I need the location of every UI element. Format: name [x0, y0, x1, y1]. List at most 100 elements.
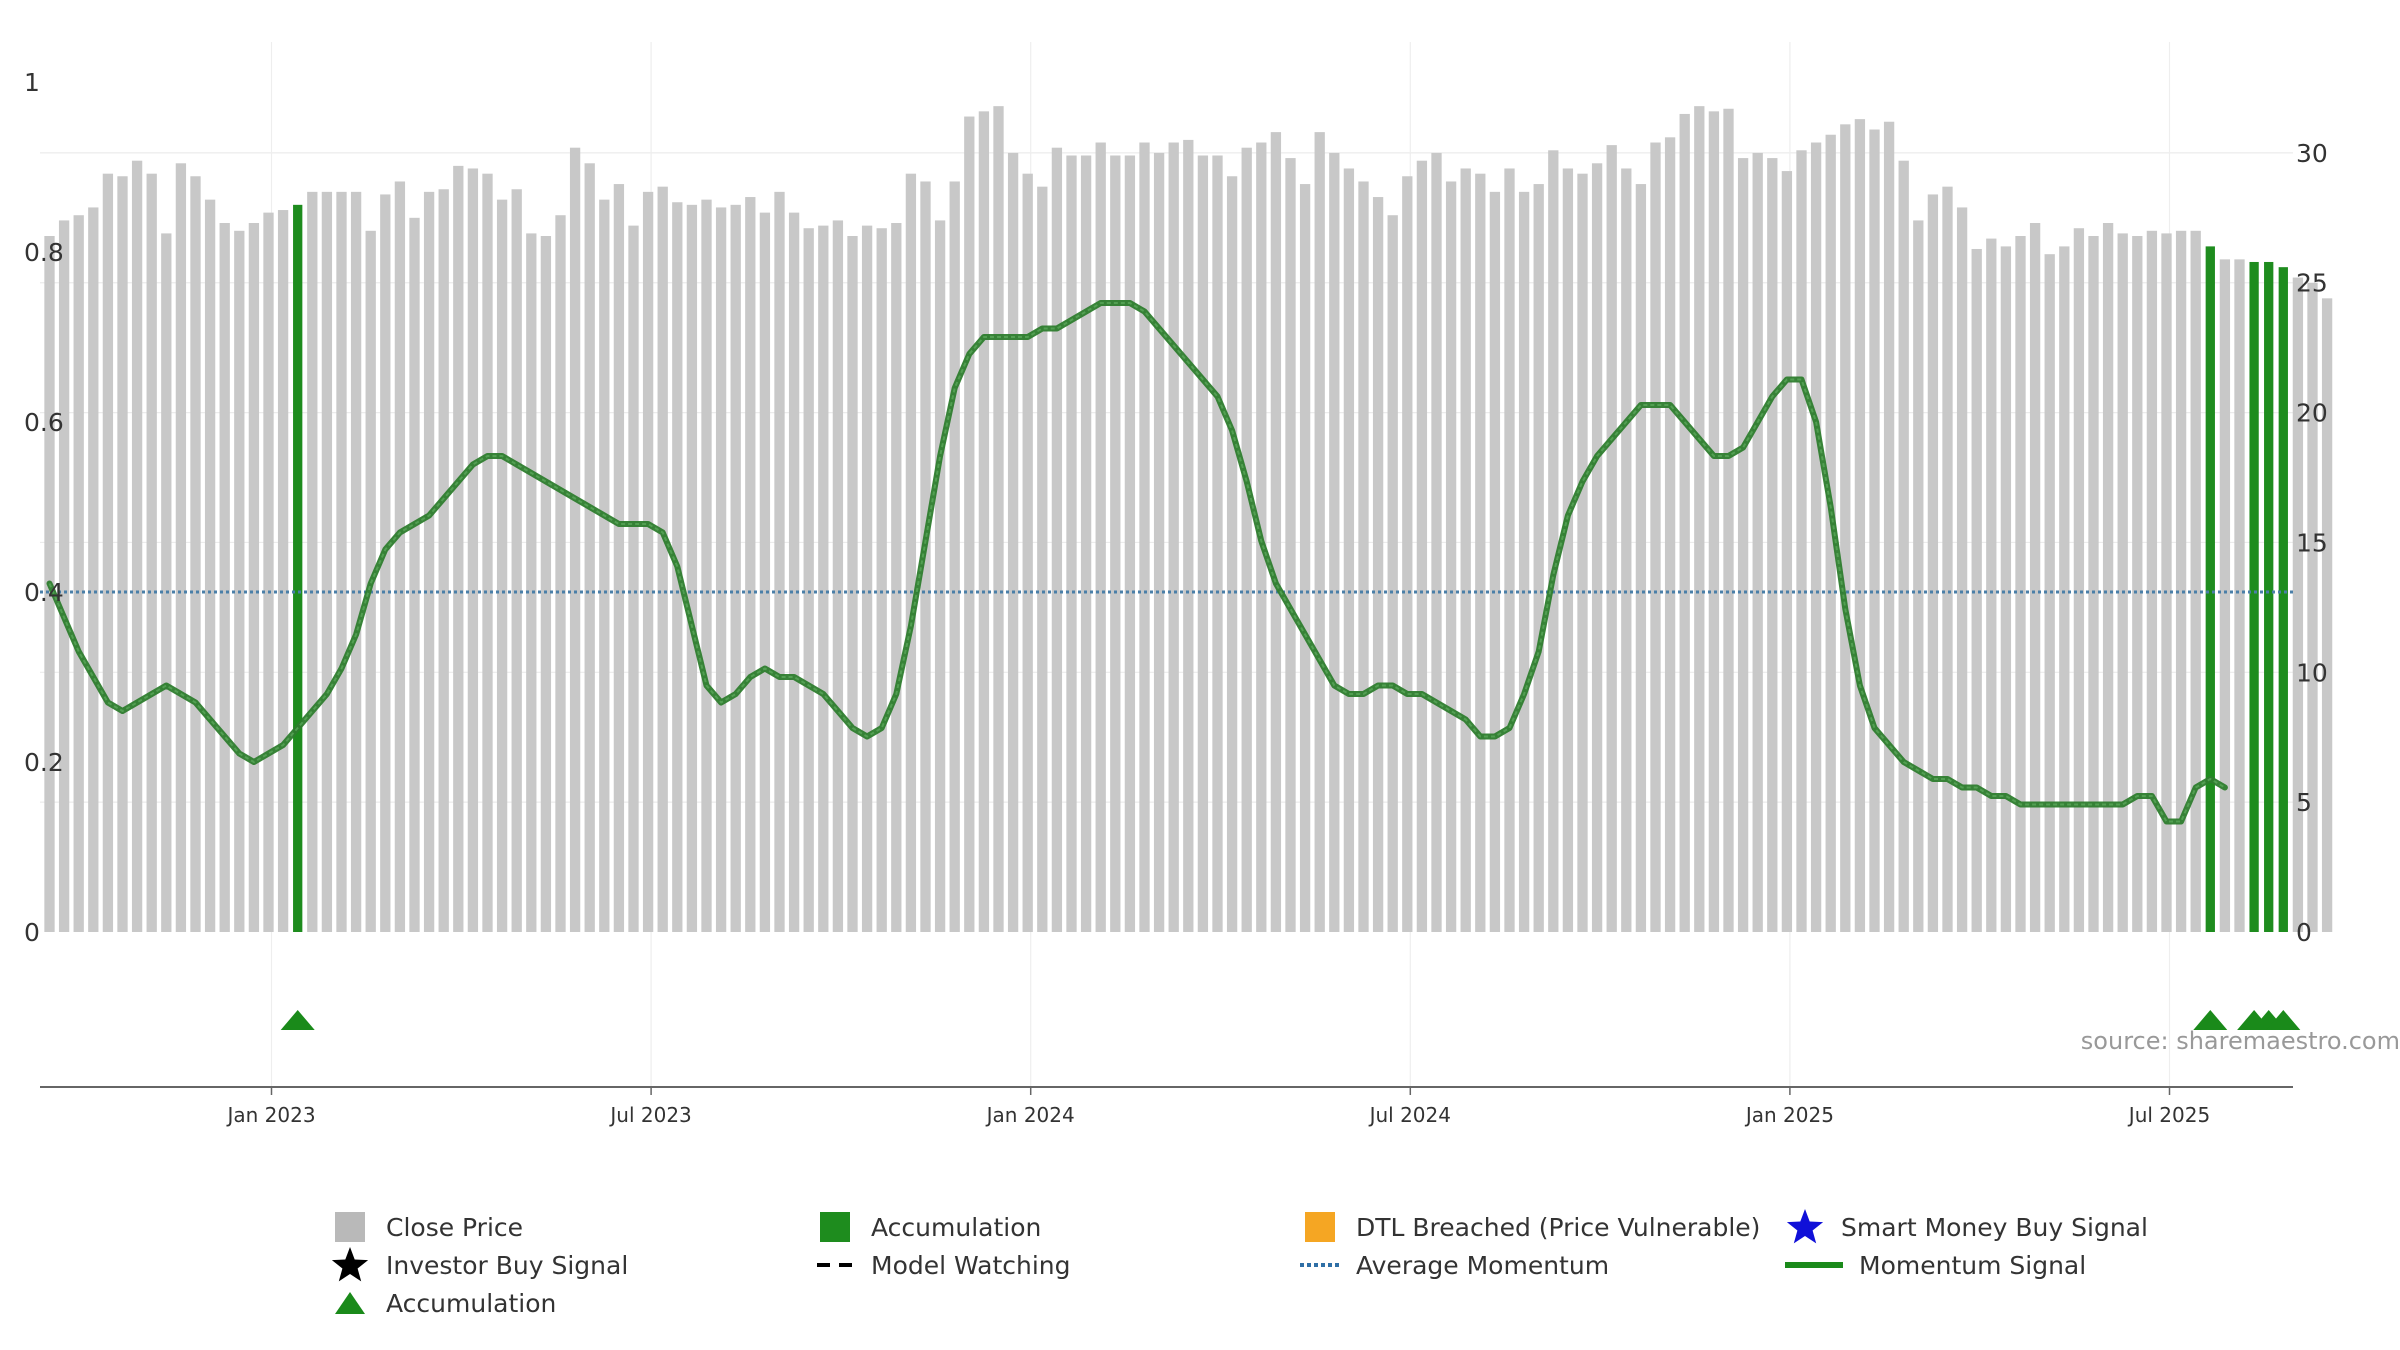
- source-label: source: sharemaestro.com: [2081, 1027, 2400, 1055]
- close-price-bar: [1285, 158, 1296, 933]
- close-price-bar: [847, 236, 858, 932]
- x-axis-tick-label: Jul 2024: [1368, 1103, 1451, 1127]
- close-price-bar: [1051, 147, 1063, 933]
- close-price-bar: [161, 233, 172, 933]
- right-axis-ticks: 0 5 10 15 20 25 30: [2296, 139, 2328, 947]
- legend-label: DTL Breached (Price Vulnerable): [1356, 1212, 1761, 1242]
- close-price-bar: [1110, 155, 1121, 932]
- close-price-bar: [1460, 168, 1471, 933]
- close-price-bar: [1183, 139, 1194, 932]
- close-price-bar: [1212, 155, 1223, 932]
- close-price-bar: [1124, 155, 1136, 932]
- x-axis-tick-label: Jul 2023: [608, 1103, 691, 1127]
- close-price-bar: [788, 212, 800, 933]
- close-price-bar: [307, 191, 318, 932]
- left-axis-ticks: 0 0.2 0.4 0.6 0.8 1: [24, 68, 64, 947]
- close-price-bar: [321, 191, 333, 932]
- close-price-bar: [686, 204, 698, 932]
- close-price-bar: [584, 163, 595, 933]
- left-axis-tick-label: 0.8: [24, 238, 64, 267]
- close-price-bar: [1066, 155, 1077, 932]
- close-price-bar: [1037, 186, 1048, 932]
- momentum-signal-line: [46, 300, 2228, 825]
- close-price-bar: [2234, 259, 2245, 932]
- close-price-bar: [1956, 207, 1968, 932]
- close-price-bar: [1898, 160, 1909, 932]
- blue-dotted-line-icon: [1300, 1263, 1340, 1267]
- close-price-bar: [569, 147, 581, 933]
- left-axis-tick-label: 0.4: [24, 578, 64, 607]
- right-axis-tick-label: 0: [2296, 918, 2312, 947]
- close-price-bar: [336, 191, 347, 932]
- close-price-bar: [453, 165, 464, 932]
- close-price-bar: [2015, 236, 2026, 932]
- close-price-bar: [1329, 152, 1340, 933]
- legend-label: Accumulation: [386, 1288, 557, 1318]
- close-price-bar: [1752, 152, 1763, 933]
- black-dashed-line-icon: [817, 1263, 855, 1267]
- close-price-bar: [175, 163, 187, 933]
- legend-item-model-watching: Model Watching: [815, 1246, 1071, 1284]
- close-price-bar: [526, 233, 537, 933]
- close-price-bar: [380, 194, 391, 932]
- legend-item-momentum-signal: Momentum Signal: [1785, 1246, 2086, 1284]
- close-price-bar: [730, 204, 741, 932]
- close-price-bar: [482, 173, 493, 933]
- close-price-bar: [102, 173, 114, 933]
- close-price-bar: [73, 215, 84, 932]
- right-axis-tick-label: 15: [2296, 528, 2328, 557]
- close-price-bar: [1518, 191, 1530, 932]
- close-price-bar: [949, 181, 960, 932]
- accumulation-triangle-marker: [280, 1010, 315, 1030]
- close-price-bar: [277, 210, 289, 932]
- close-price-bar: [745, 197, 756, 932]
- x-axis-tick-label: Jan 2024: [985, 1103, 1075, 1127]
- close-price-bar: [1825, 134, 1836, 932]
- chart: 0 0.2 0.4 0.6 0.8 1 0 5 10 15 20 25 30 Jan 2023 Jul …: [24, 42, 2400, 1127]
- close-price-bar: [1475, 173, 1486, 933]
- right-axis-tick-label: 25: [2296, 269, 2328, 298]
- close-price-bar: [2102, 223, 2114, 933]
- close-price-bar: [803, 228, 814, 932]
- momentum-signal-highlight: [48, 302, 2226, 823]
- close-price-bar: [2175, 230, 2187, 932]
- close-price-bar: [1942, 186, 1953, 932]
- close-price-bar: [993, 106, 1004, 933]
- legend-item-investor-buy: Investor Buy Signal: [330, 1246, 628, 1284]
- legend-item-accumulation-marker: Accumulation: [330, 1284, 556, 1322]
- close-price-bar: [467, 168, 479, 933]
- close-price-bar: [1343, 168, 1355, 933]
- close-price-bar: [1358, 181, 1369, 932]
- orange-square-icon: [1305, 1212, 1335, 1242]
- left-axis-tick-label: 0: [24, 918, 40, 947]
- close-price-bar: [2190, 230, 2201, 932]
- close-price-bar: [2321, 298, 2333, 932]
- accumulation-triangle-marker: [2193, 1010, 2228, 1030]
- close-price-bar: [1197, 155, 1209, 932]
- close-price-bar: [2219, 259, 2231, 932]
- right-axis-tick-label: 10: [2296, 658, 2328, 687]
- close-price-bar: [1489, 191, 1501, 932]
- legend-item-average-momentum: Average Momentum: [1300, 1246, 1609, 1284]
- close-price-bar: [1708, 111, 1720, 933]
- close-price-bar: [599, 199, 610, 932]
- close-price-bar: [88, 207, 99, 932]
- close-price-bar: [1694, 106, 1705, 933]
- accumulation-bar: [2205, 246, 2215, 932]
- close-price-bar: [555, 215, 566, 932]
- close-price-bar: [1270, 132, 1282, 933]
- close-price-bar: [642, 191, 654, 932]
- black-star-icon: [331, 1247, 369, 1282]
- close-price-bar: [1548, 150, 1559, 932]
- close-price-bar: [409, 217, 420, 932]
- close-price-bar: [423, 191, 435, 932]
- legend-label: Average Momentum: [1356, 1250, 1610, 1280]
- legend-label: Accumulation: [871, 1212, 1042, 1242]
- close-price-bar: [934, 220, 946, 932]
- close-price-bar: [774, 191, 785, 932]
- close-price-bar: [2059, 246, 2070, 932]
- legend-item-close-price: Close Price: [330, 1208, 523, 1246]
- close-price-bar: [1971, 248, 1982, 932]
- accumulation-bar: [2249, 261, 2259, 932]
- close-price-bar: [861, 225, 873, 932]
